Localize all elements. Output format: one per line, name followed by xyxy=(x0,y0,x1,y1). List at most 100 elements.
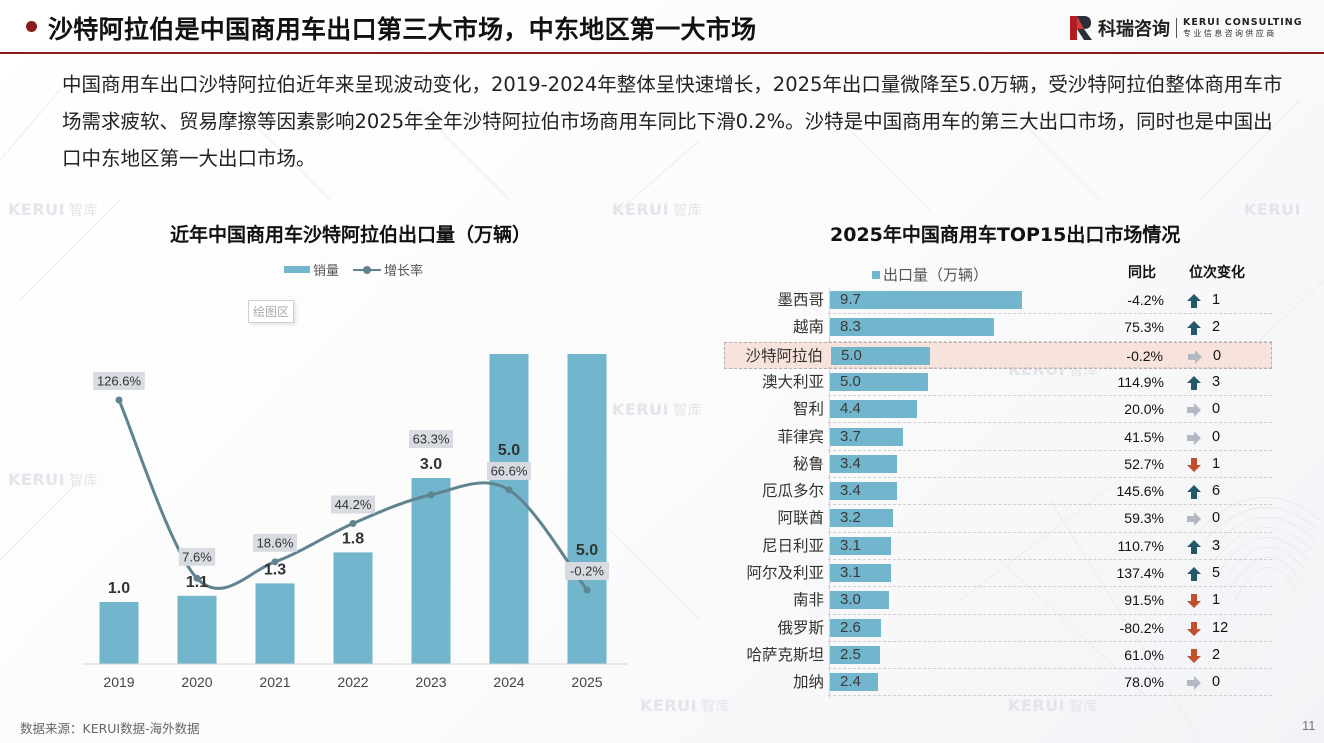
growth-label-bg xyxy=(178,547,216,566)
market-row: 秘鲁 3.4 52.7% 1 xyxy=(724,451,1272,479)
growth-label-bg xyxy=(409,430,453,448)
market-name: 南非 xyxy=(792,591,824,610)
yoy-value: 110.7% xyxy=(1117,537,1164,554)
bar-2022 xyxy=(333,552,373,664)
market-row: 澳大利亚 5.0 114.9% 3 xyxy=(724,369,1272,397)
rank-change-value: 2 xyxy=(1212,646,1221,663)
arrow-up-icon xyxy=(1186,320,1202,336)
yoy-value: 20.0% xyxy=(1124,401,1164,418)
growth-value-label: 7.6% xyxy=(182,549,212,564)
export-bar xyxy=(830,400,918,419)
left-chart-legend: 销量 增长率 xyxy=(284,260,423,279)
right-chart-title: 2025年中国商用车TOP15出口市场情况 xyxy=(830,224,1181,246)
export-value: 5.0 xyxy=(840,372,861,390)
export-value: 3.1 xyxy=(840,536,861,554)
slide-title: 沙特阿拉伯是中国商用车出口第三大市场，中东地区第一大市场 xyxy=(48,15,757,44)
growth-point xyxy=(349,519,357,527)
market-name: 阿联酋 xyxy=(777,509,824,528)
arrow-right-icon xyxy=(1186,402,1202,418)
rank-change-value: 6 xyxy=(1212,483,1221,500)
bar-value-label: 1.3 xyxy=(264,561,286,578)
market-name: 加纳 xyxy=(792,673,824,692)
export-bar xyxy=(830,673,878,692)
market-name: 哈萨克斯坦 xyxy=(746,645,824,664)
x-tick-label: 2024 xyxy=(493,674,524,690)
bar-2020 xyxy=(177,595,217,664)
arrow-up-icon xyxy=(1186,375,1202,391)
market-row: 墨西哥 9.7 -4.2% 1 xyxy=(724,287,1272,315)
x-tick-label: 2021 xyxy=(259,674,290,690)
market-name: 智利 xyxy=(792,400,824,419)
market-row: 沙特阿拉伯 5.0 -0.2% 0 xyxy=(724,341,1272,369)
rank-change-value: 1 xyxy=(1212,592,1221,609)
rank-change-value: 0 xyxy=(1212,674,1221,691)
export-value: 9.7 xyxy=(840,291,861,308)
yoy-value: 114.9% xyxy=(1117,373,1164,390)
bar-2023 xyxy=(411,478,451,664)
rank-change-value: 1 xyxy=(1212,455,1221,472)
growth-label-bg xyxy=(93,372,145,390)
yoy-value: -80.2% xyxy=(1119,619,1164,636)
rank-change-value: 0 xyxy=(1212,401,1221,418)
x-tick-label: 2025 xyxy=(571,674,602,690)
slide-header: 沙特阿拉伯是中国商用车出口第三大市场，中东地区第一大市场 科瑞咨询 KERUI … xyxy=(0,0,1324,54)
market-row: 加纳 2.4 78.0% 0 xyxy=(724,669,1272,697)
arrow-up-icon xyxy=(1186,539,1202,555)
column-header-yoy: 同比 xyxy=(1128,265,1156,281)
export-value: 4.4 xyxy=(840,400,861,418)
export-bar xyxy=(830,618,882,637)
growth-point xyxy=(193,574,201,582)
yoy-value: 137.4% xyxy=(1116,565,1164,581)
market-row: 阿尔及利亚 3.1 137.4% 5 xyxy=(724,560,1272,588)
row-divider xyxy=(828,640,1272,642)
growth-point xyxy=(505,486,513,494)
growth-label-bg xyxy=(487,461,531,480)
export-bar xyxy=(830,564,892,582)
market-name: 越南 xyxy=(792,318,824,337)
growth-value-label: -0.2% xyxy=(570,564,604,579)
yoy-value: 91.5% xyxy=(1124,592,1164,609)
header-divider xyxy=(0,52,1324,54)
summary-paragraph: 中国商用车出口沙特阿拉伯近年来呈现波动变化，2019-2024年整体呈快速增长，… xyxy=(62,73,1283,170)
market-row: 菲律宾 3.7 41.5% 0 xyxy=(724,424,1272,451)
arrow-up-icon xyxy=(1186,566,1202,582)
growth-point xyxy=(583,586,591,594)
x-tick-label: 2020 xyxy=(181,674,212,690)
bar-2021 xyxy=(255,583,295,664)
export-bar xyxy=(830,536,892,555)
legend-bar-swatch xyxy=(284,266,310,273)
arrow-down-icon xyxy=(1186,593,1202,609)
x-tick-label: 2019 xyxy=(103,674,134,690)
export-bar xyxy=(830,291,1023,309)
growth-value-label: 44.2% xyxy=(335,497,372,512)
yoy-value: -0.2% xyxy=(1126,347,1163,364)
bar-2019 xyxy=(99,602,139,664)
bar-2025 xyxy=(567,354,607,664)
market-row: 厄瓜多尔 3.4 145.6% 6 xyxy=(724,478,1272,506)
growth-label-bg xyxy=(331,495,375,514)
logo-english: KERUI CONSULTING 专业信息咨询供应商 xyxy=(1183,17,1303,38)
arrow-right-icon xyxy=(1187,349,1203,365)
row-divider xyxy=(828,613,1272,615)
row-divider xyxy=(828,558,1272,560)
row-divider xyxy=(828,586,1272,588)
export-value: 8.3 xyxy=(840,318,861,336)
arrow-down-icon xyxy=(1186,621,1202,637)
yoy-value: -4.2% xyxy=(1127,292,1164,308)
export-value: 3.4 xyxy=(840,454,861,472)
watermark: KERUI 智库 xyxy=(1008,696,1099,715)
growth-label-bg xyxy=(565,562,609,580)
growth-label-bg xyxy=(253,533,297,552)
row-divider xyxy=(829,366,1271,368)
rank-change-value: 5 xyxy=(1212,565,1221,581)
market-name: 俄罗斯 xyxy=(777,618,824,637)
export-value: 2.4 xyxy=(840,673,861,691)
yoy-value: 52.7% xyxy=(1124,455,1164,472)
x-tick-label: 2022 xyxy=(337,674,368,690)
row-divider xyxy=(828,531,1272,533)
row-divider xyxy=(828,422,1272,424)
export-value: 3.2 xyxy=(840,509,861,527)
row-divider xyxy=(828,668,1272,670)
y-axis-line xyxy=(829,288,830,698)
legend-label-growth: 增长率 xyxy=(384,264,424,279)
